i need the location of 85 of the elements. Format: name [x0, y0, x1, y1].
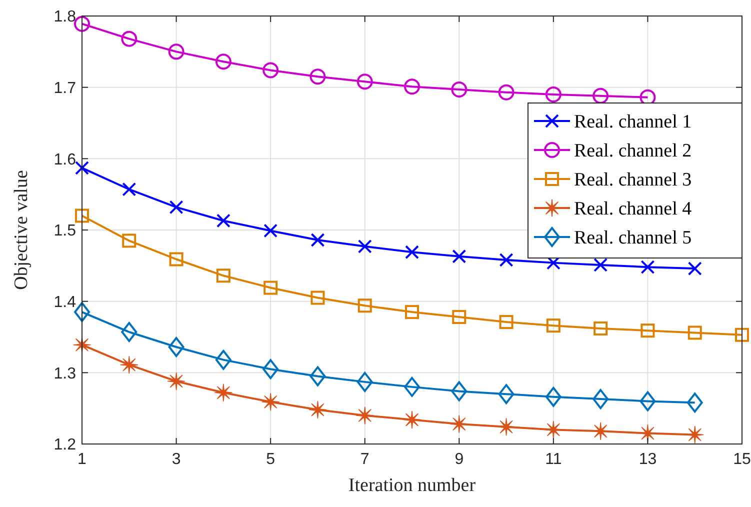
point [452, 249, 466, 264]
point [264, 280, 278, 295]
point [498, 384, 514, 404]
y-tick-label: 1.4 [54, 294, 76, 311]
point [308, 400, 327, 419]
point [498, 84, 514, 100]
legend-label: Real. channel 3 [574, 170, 692, 191]
point [688, 262, 702, 276]
point [451, 81, 468, 98]
y-tick-label: 1.8 [54, 8, 76, 26]
point [262, 393, 280, 411]
point [686, 392, 703, 413]
point [356, 406, 374, 424]
point [310, 68, 326, 85]
x-tick-label: 9 [454, 451, 464, 468]
point [545, 86, 562, 102]
point [405, 305, 419, 320]
point [167, 372, 186, 390]
point [358, 298, 372, 313]
point [122, 234, 136, 248]
point [546, 318, 560, 333]
x-tick-label: 13 [638, 451, 657, 468]
x-tick-label: 7 [360, 451, 370, 468]
point [640, 324, 655, 338]
point [594, 258, 608, 272]
point [168, 336, 184, 357]
point [405, 245, 419, 260]
point [499, 252, 514, 267]
point [688, 326, 702, 340]
point [640, 260, 655, 274]
point [499, 315, 514, 330]
point [215, 350, 232, 370]
y-tick-label: 1.3 [54, 365, 76, 382]
point [214, 384, 232, 402]
point [310, 366, 326, 386]
point [121, 322, 138, 342]
point [451, 381, 468, 402]
point [168, 44, 184, 60]
point [215, 54, 232, 70]
point [403, 410, 421, 429]
point [497, 418, 516, 436]
point [404, 78, 420, 95]
point [594, 321, 608, 336]
point [75, 208, 89, 223]
point [216, 268, 230, 283]
legend-label: Real. channel 1 [574, 112, 692, 133]
point [120, 356, 138, 374]
point [75, 160, 89, 175]
y-tick-label: 1.7 [54, 80, 76, 97]
point [122, 182, 136, 196]
point [310, 290, 325, 305]
point [74, 16, 90, 32]
point [262, 62, 279, 78]
point [735, 328, 749, 342]
point [356, 372, 373, 392]
x-tick-label: 15 [733, 451, 751, 468]
point [216, 214, 230, 228]
point [640, 391, 656, 412]
point [450, 415, 468, 433]
point [592, 88, 609, 104]
point [74, 302, 90, 322]
legend-label: Real. channel 5 [574, 228, 692, 249]
point [356, 74, 373, 90]
point [592, 389, 609, 410]
point [169, 200, 184, 214]
x-tick-label: 11 [545, 451, 562, 468]
legend-label: Real. channel 4 [574, 198, 692, 220]
legend-label: Real. channel 2 [574, 140, 692, 162]
point [121, 30, 138, 47]
point [545, 386, 562, 407]
y-tick-label: 1.6 [54, 151, 76, 168]
point [264, 224, 278, 238]
x-tick-label: 5 [266, 451, 276, 468]
y-axis-title: Objective value [11, 170, 32, 290]
y-tick-label: 1.5 [54, 222, 76, 240]
point [404, 376, 420, 397]
point [358, 239, 372, 254]
x-tick-label: 3 [172, 451, 181, 468]
x-axis-title: Iteration number [348, 475, 476, 496]
point [169, 252, 184, 266]
y-tick-label: 1.2 [54, 436, 76, 454]
point [262, 359, 279, 380]
point [310, 232, 325, 247]
x-tick-label: 1 [78, 451, 87, 468]
point [452, 310, 466, 324]
